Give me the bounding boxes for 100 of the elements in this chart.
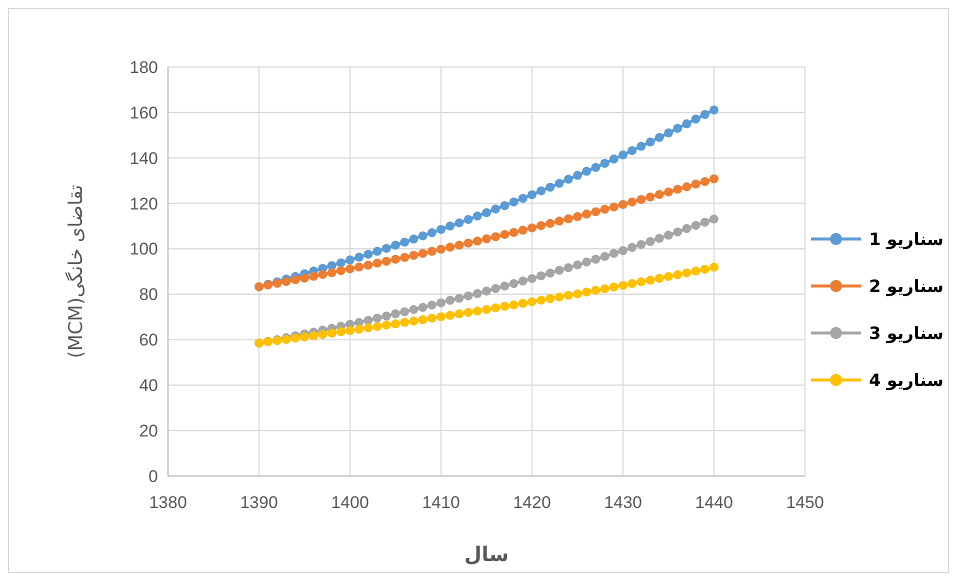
point bbox=[591, 286, 600, 295]
point bbox=[427, 300, 436, 310]
point bbox=[518, 276, 528, 286]
point bbox=[436, 298, 446, 308]
x-tick-label: 1400 bbox=[331, 493, 369, 512]
point bbox=[582, 210, 592, 219]
point bbox=[409, 250, 418, 260]
point bbox=[418, 302, 428, 312]
point bbox=[609, 154, 618, 164]
point bbox=[482, 304, 491, 314]
point bbox=[282, 277, 291, 286]
point bbox=[372, 246, 382, 256]
point bbox=[446, 222, 455, 231]
point bbox=[372, 322, 382, 331]
y-tick-label: 80 bbox=[139, 285, 158, 304]
y-tick-label: 100 bbox=[130, 240, 158, 259]
point bbox=[673, 227, 682, 236]
point bbox=[391, 309, 400, 318]
point bbox=[700, 264, 710, 274]
point bbox=[509, 279, 518, 288]
point bbox=[336, 327, 346, 336]
point bbox=[664, 128, 673, 138]
point bbox=[609, 248, 618, 258]
point bbox=[600, 204, 610, 214]
point bbox=[409, 304, 418, 314]
point bbox=[573, 260, 582, 270]
point bbox=[646, 237, 655, 246]
point bbox=[436, 312, 446, 322]
point bbox=[618, 280, 628, 290]
point bbox=[628, 279, 637, 288]
point bbox=[446, 242, 455, 252]
point bbox=[564, 290, 573, 300]
point bbox=[446, 310, 455, 320]
y-tick-label: 120 bbox=[130, 194, 158, 214]
point bbox=[409, 234, 418, 244]
point bbox=[536, 186, 546, 196]
point bbox=[646, 276, 655, 285]
point bbox=[691, 114, 700, 124]
point bbox=[509, 228, 518, 237]
point bbox=[600, 158, 610, 168]
point bbox=[290, 275, 300, 284]
point bbox=[682, 182, 692, 192]
point bbox=[546, 294, 555, 304]
point bbox=[582, 166, 592, 176]
point bbox=[300, 274, 309, 283]
point bbox=[591, 162, 600, 172]
point bbox=[454, 240, 464, 250]
point bbox=[346, 264, 354, 274]
point bbox=[646, 192, 655, 202]
point bbox=[582, 257, 592, 266]
point bbox=[464, 238, 473, 248]
point bbox=[382, 320, 391, 330]
point bbox=[573, 212, 582, 222]
y-tick-label: 0 bbox=[148, 466, 158, 486]
point bbox=[628, 242, 637, 252]
point bbox=[691, 266, 700, 276]
legend-label: سناریو 4 bbox=[869, 370, 944, 391]
x-tick-label: 1440 bbox=[695, 493, 733, 512]
point bbox=[309, 331, 318, 340]
point bbox=[409, 316, 418, 326]
point bbox=[400, 252, 410, 262]
point bbox=[636, 142, 646, 151]
point bbox=[509, 300, 518, 310]
point bbox=[500, 230, 510, 239]
y-tick-label: 180 bbox=[130, 58, 158, 77]
point bbox=[710, 105, 718, 114]
point bbox=[582, 287, 592, 296]
point bbox=[564, 263, 573, 272]
point bbox=[336, 258, 346, 268]
point bbox=[636, 194, 646, 204]
point bbox=[364, 260, 373, 270]
point bbox=[691, 220, 700, 230]
point bbox=[609, 202, 618, 212]
point bbox=[382, 312, 391, 321]
point bbox=[536, 271, 546, 280]
point bbox=[309, 272, 318, 281]
point bbox=[564, 214, 573, 224]
y-tick-label: 20 bbox=[139, 422, 158, 441]
point bbox=[528, 297, 536, 306]
point bbox=[464, 214, 473, 224]
point bbox=[364, 316, 373, 325]
point bbox=[536, 296, 546, 305]
x-tick-label: 1420 bbox=[513, 493, 551, 512]
point bbox=[354, 324, 364, 334]
point bbox=[682, 119, 692, 128]
point bbox=[636, 240, 646, 249]
y-tick-label: 60 bbox=[139, 330, 158, 350]
point bbox=[628, 197, 637, 206]
point bbox=[391, 240, 400, 250]
point bbox=[436, 224, 446, 234]
point bbox=[600, 284, 610, 294]
point bbox=[446, 296, 455, 305]
x-axis-title: سال bbox=[464, 542, 509, 566]
point bbox=[554, 216, 564, 226]
y-tick-label: 40 bbox=[139, 376, 158, 396]
point bbox=[300, 332, 309, 342]
point bbox=[618, 150, 628, 160]
point bbox=[482, 234, 491, 244]
point bbox=[564, 174, 573, 184]
point bbox=[354, 262, 364, 272]
